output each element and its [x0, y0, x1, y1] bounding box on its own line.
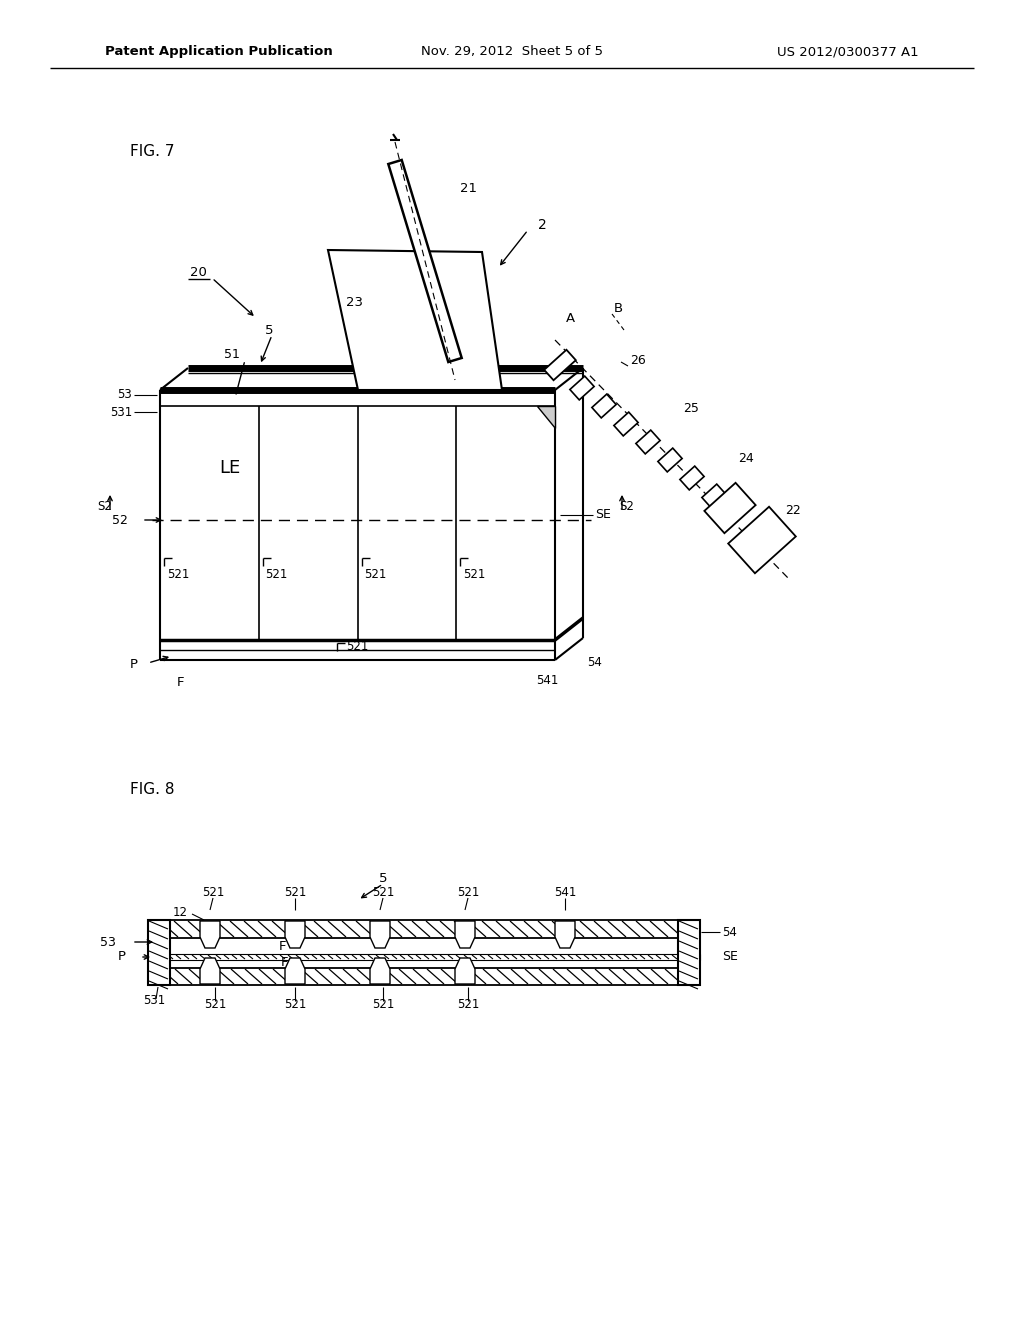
Polygon shape — [285, 921, 305, 948]
Polygon shape — [455, 958, 475, 983]
Polygon shape — [613, 412, 638, 436]
Text: 26: 26 — [630, 354, 646, 367]
Polygon shape — [636, 430, 660, 454]
Text: A: A — [565, 312, 574, 325]
Polygon shape — [544, 350, 575, 380]
Polygon shape — [455, 921, 475, 948]
Text: 20: 20 — [189, 265, 207, 279]
Text: 521: 521 — [167, 569, 189, 582]
Text: 51: 51 — [224, 348, 240, 362]
Text: SE: SE — [595, 508, 611, 521]
Text: 521: 521 — [346, 640, 369, 653]
Text: Patent Application Publication: Patent Application Publication — [105, 45, 333, 58]
Bar — [148, 954, 700, 960]
Polygon shape — [537, 407, 555, 428]
Text: 521: 521 — [284, 998, 306, 1011]
Text: 531: 531 — [143, 994, 165, 1007]
Text: F: F — [176, 676, 183, 689]
Text: 5: 5 — [379, 871, 387, 884]
Text: 24: 24 — [738, 451, 754, 465]
Text: FIG. 7: FIG. 7 — [130, 144, 174, 160]
Text: 531: 531 — [110, 405, 132, 418]
Text: 12: 12 — [173, 906, 188, 919]
Text: 521: 521 — [284, 887, 306, 899]
Text: SE: SE — [722, 950, 738, 964]
Text: F: F — [282, 957, 289, 969]
Text: 521: 521 — [265, 569, 288, 582]
Text: US 2012/0300377 A1: US 2012/0300377 A1 — [777, 45, 919, 58]
Text: 521: 521 — [457, 998, 479, 1011]
Polygon shape — [200, 921, 220, 948]
Text: 52: 52 — [112, 513, 128, 527]
Text: 541: 541 — [536, 673, 558, 686]
Text: 21: 21 — [460, 181, 477, 194]
Text: P: P — [130, 659, 138, 672]
Bar — [148, 920, 700, 939]
Bar — [148, 920, 170, 985]
Text: FIG. 8: FIG. 8 — [130, 783, 174, 797]
Polygon shape — [285, 958, 305, 983]
Text: 521: 521 — [372, 998, 394, 1011]
Polygon shape — [705, 483, 756, 533]
Polygon shape — [370, 958, 390, 983]
Text: 54: 54 — [722, 925, 737, 939]
Polygon shape — [592, 395, 616, 418]
Polygon shape — [370, 921, 390, 948]
Text: 521: 521 — [202, 887, 224, 899]
Text: 25: 25 — [683, 401, 698, 414]
Bar — [148, 968, 700, 985]
Text: 54: 54 — [587, 656, 602, 668]
Text: 5: 5 — [265, 323, 273, 337]
Text: S2: S2 — [620, 499, 635, 512]
Text: P: P — [118, 950, 126, 964]
Polygon shape — [328, 249, 502, 389]
Polygon shape — [701, 484, 726, 508]
Text: 541: 541 — [554, 887, 577, 899]
Text: 521: 521 — [457, 887, 479, 899]
Text: S2: S2 — [97, 499, 113, 512]
Text: 2: 2 — [538, 218, 547, 232]
Text: B: B — [613, 301, 623, 314]
Text: 22: 22 — [785, 503, 801, 516]
Text: 521: 521 — [365, 569, 387, 582]
Text: 521: 521 — [372, 887, 394, 899]
Polygon shape — [570, 376, 594, 400]
Text: 521: 521 — [463, 569, 485, 582]
Text: 53: 53 — [118, 388, 132, 401]
Text: 53: 53 — [100, 936, 116, 949]
Polygon shape — [728, 507, 796, 573]
Text: 23: 23 — [346, 296, 362, 309]
Text: 521: 521 — [204, 998, 226, 1011]
Polygon shape — [555, 921, 575, 948]
Text: LE: LE — [219, 459, 241, 477]
Polygon shape — [388, 160, 462, 362]
Text: F: F — [280, 940, 287, 953]
Polygon shape — [200, 958, 220, 983]
Polygon shape — [680, 466, 705, 490]
Bar — [678, 920, 700, 985]
Text: Nov. 29, 2012  Sheet 5 of 5: Nov. 29, 2012 Sheet 5 of 5 — [421, 45, 603, 58]
Polygon shape — [657, 447, 682, 471]
